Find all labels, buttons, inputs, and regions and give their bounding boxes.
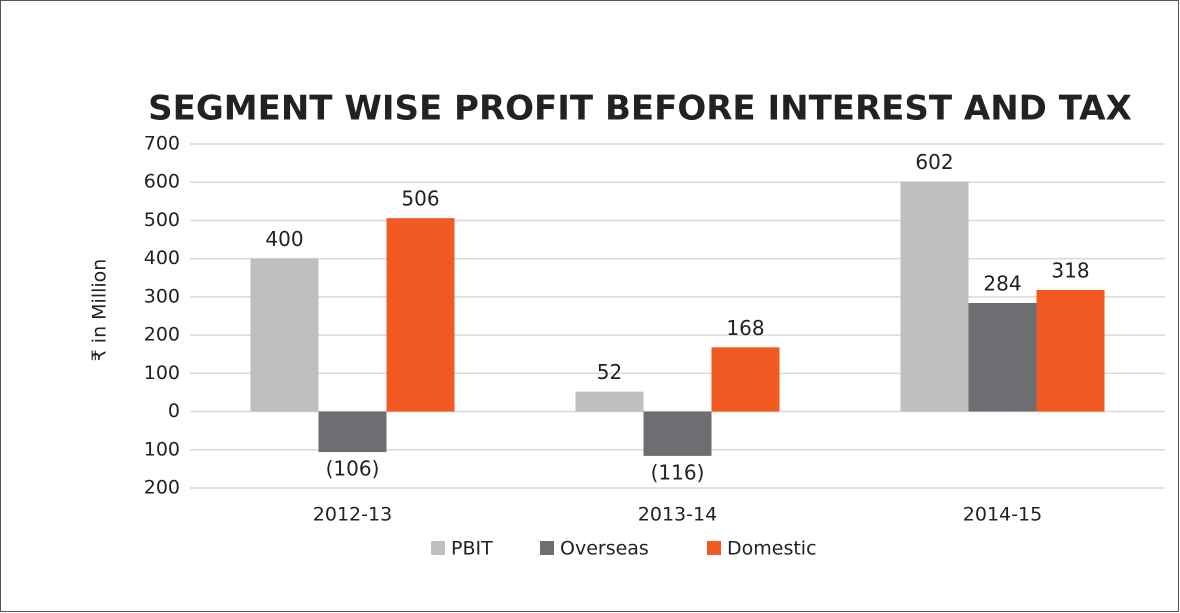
legend-label: Overseas	[560, 538, 649, 560]
x-tick-label: 2012-13	[313, 504, 392, 526]
legend-label: PBIT	[451, 538, 493, 560]
y-tick-label: 100	[144, 362, 180, 384]
x-tick-label: 2014-15	[963, 504, 1042, 526]
bar	[1036, 290, 1105, 412]
y-tick-label: 500	[144, 209, 180, 231]
legend-label: Domestic	[727, 538, 817, 560]
y-tick-label: 600	[144, 171, 180, 193]
x-tick-label: 2013-14	[638, 504, 717, 526]
bar	[643, 411, 712, 456]
y-tick-label: 300	[144, 285, 180, 307]
bar	[386, 218, 455, 412]
legend-swatch	[707, 541, 721, 555]
data-label: 168	[726, 316, 764, 340]
bar	[968, 303, 1037, 412]
legend-swatch	[540, 541, 554, 555]
bar	[250, 258, 319, 412]
data-label: 284	[983, 272, 1021, 296]
bar	[711, 347, 780, 412]
y-axis-label: ₹ in Million	[89, 259, 111, 362]
data-label: (106)	[326, 457, 380, 481]
y-tick-label: 400	[144, 247, 180, 269]
bar	[318, 411, 387, 453]
data-label: 400	[265, 227, 303, 251]
y-tick-label: 700	[144, 133, 180, 155]
legend-swatch	[431, 541, 445, 555]
data-label: (116)	[651, 460, 705, 484]
data-label: 602	[915, 150, 953, 174]
data-label: 52	[597, 360, 622, 384]
chart-title: SEGMENT WISE PROFIT BEFORE INTEREST AND …	[148, 89, 1132, 129]
y-tick-label: 200	[144, 477, 180, 499]
data-label: 318	[1051, 259, 1089, 283]
bar	[900, 181, 969, 412]
y-tick-label: 0	[168, 400, 180, 422]
bar	[575, 391, 644, 412]
data-label: 506	[401, 187, 439, 211]
y-tick-label: 200	[144, 324, 180, 346]
y-tick-label: 100	[144, 438, 180, 460]
